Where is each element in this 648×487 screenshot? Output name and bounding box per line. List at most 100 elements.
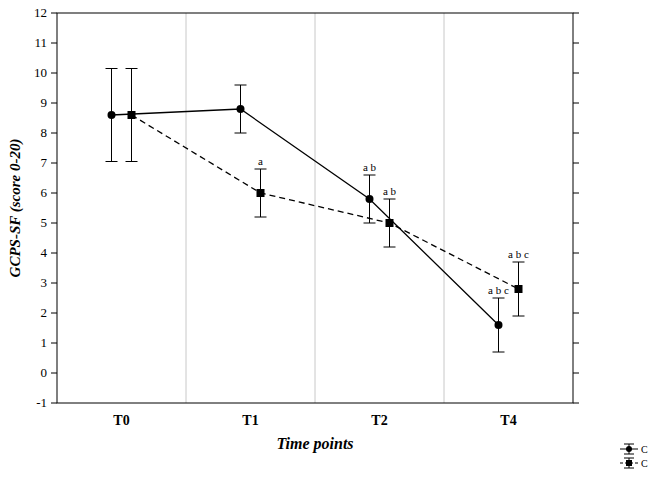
y-tick-right — [573, 343, 579, 344]
y-tick-right — [573, 313, 579, 314]
error-cap — [106, 68, 118, 69]
y-tick — [51, 253, 57, 254]
separator — [315, 13, 316, 403]
plot-frame — [57, 13, 573, 403]
y-tick-right — [573, 193, 579, 194]
error-cap — [513, 262, 525, 263]
error-cap — [364, 223, 376, 224]
y-tick — [51, 283, 57, 284]
y-tick-right — [573, 373, 579, 374]
y-tick — [51, 43, 57, 44]
x-tick-label: T1 — [242, 413, 258, 428]
y-tick-label: 10 — [34, 65, 47, 80]
y-tick — [51, 13, 57, 14]
y-tick-label: 6 — [41, 185, 48, 200]
y-tick — [51, 223, 57, 224]
annotation: a b — [363, 161, 377, 173]
y-tick-label: -1 — [36, 395, 47, 410]
error-bar — [235, 85, 247, 133]
error-cap — [126, 68, 138, 69]
marker — [108, 111, 116, 119]
legend-marker — [626, 460, 632, 466]
legend-error — [624, 468, 634, 469]
error-cap — [493, 298, 505, 299]
series-line — [112, 109, 499, 325]
y-tick-right — [573, 253, 579, 254]
plot-marks — [106, 69, 525, 353]
y-tick — [51, 403, 57, 404]
y-axis-label: GCPS-SF (score 0-20) — [7, 139, 24, 278]
y-tick-right — [573, 13, 579, 14]
marker — [386, 219, 394, 227]
y-tick-label: 5 — [41, 215, 48, 230]
y-tick — [51, 343, 57, 344]
error-bar — [126, 69, 138, 162]
y-tick — [51, 193, 57, 194]
y-tick-right — [573, 223, 579, 224]
error-cap — [513, 316, 525, 317]
y-tick-label: 8 — [41, 125, 48, 140]
annotation: a b — [383, 185, 397, 197]
y-tick-right — [573, 43, 579, 44]
error-cap — [493, 352, 505, 353]
marker — [495, 321, 503, 329]
marker — [128, 111, 136, 119]
y-tick-label: 0 — [41, 365, 48, 380]
error-cap — [384, 199, 396, 200]
separator — [444, 13, 445, 403]
separator — [186, 13, 187, 403]
chart: -10123456789101112T0T1T2T4Time pointsGCP… — [0, 0, 648, 487]
y-tick — [51, 73, 57, 74]
x-tick-label: T0 — [113, 413, 129, 428]
marker — [515, 285, 523, 293]
error-cap — [384, 247, 396, 248]
error-bar — [493, 298, 505, 352]
legend: CC — [620, 444, 648, 469]
y-tick-label: 4 — [41, 245, 48, 260]
y-tick — [51, 103, 57, 104]
error-cap — [235, 85, 247, 86]
y-tick-right — [573, 163, 579, 164]
annotation: a b c — [508, 248, 529, 260]
y-tick-label: 2 — [41, 305, 48, 320]
x-tick-label: T4 — [500, 413, 516, 428]
y-tick-label: 9 — [41, 95, 48, 110]
error-cap — [255, 217, 267, 218]
marker — [366, 195, 374, 203]
x-axis-label: Time points — [276, 435, 353, 453]
y-tick — [51, 163, 57, 164]
y-tick-right — [573, 103, 579, 104]
legend-error — [624, 444, 634, 445]
y-tick — [51, 313, 57, 314]
y-tick-right — [573, 403, 579, 404]
y-tick-label: 12 — [34, 5, 47, 20]
error-cap — [106, 161, 118, 162]
x-tick-label: T2 — [371, 413, 387, 428]
error-cap — [364, 175, 376, 176]
legend-label: C — [641, 444, 648, 455]
y-tick-right — [573, 133, 579, 134]
legend-label: C — [641, 458, 648, 469]
marker — [257, 189, 265, 197]
y-tick-right — [573, 73, 579, 74]
y-tick-label: 1 — [41, 335, 48, 350]
annotation: a b c — [488, 284, 509, 296]
annotation: a — [258, 155, 263, 167]
y-tick — [51, 373, 57, 374]
y-tick-right — [573, 283, 579, 284]
y-tick — [51, 133, 57, 134]
marker — [237, 105, 245, 113]
error-cap — [255, 169, 267, 170]
error-bar — [384, 199, 396, 247]
y-tick-label: 7 — [41, 155, 48, 170]
error-bar — [106, 69, 118, 162]
legend-error — [624, 454, 634, 455]
series-line — [132, 115, 519, 289]
error-bar — [364, 175, 376, 223]
error-bar — [255, 169, 267, 217]
y-tick-label: 3 — [41, 275, 48, 290]
error-bar — [513, 262, 525, 316]
legend-error — [624, 458, 634, 459]
y-tick-label: 11 — [34, 35, 47, 50]
error-cap — [235, 133, 247, 134]
